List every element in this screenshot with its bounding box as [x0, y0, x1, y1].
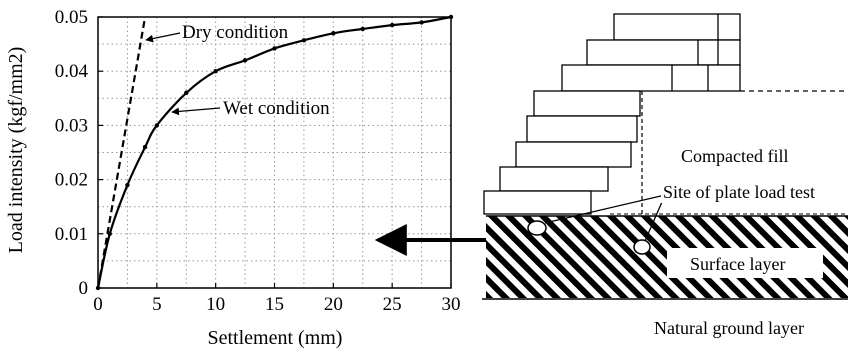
x-tick-label: 25	[383, 294, 402, 315]
block	[499, 166, 609, 192]
data-point	[142, 144, 148, 150]
block	[533, 90, 641, 117]
site-label-bg	[661, 181, 850, 203]
dry-condition-pointer	[145, 32, 181, 43]
data-point	[331, 31, 336, 36]
chart-grid	[98, 17, 451, 288]
surface-layer-label: Surface layer	[690, 254, 785, 274]
x-tick-label: 15	[265, 294, 284, 315]
y-tick-label: 0.04	[55, 61, 89, 82]
x-tick-label: 20	[324, 294, 343, 315]
x-axis-title: Settlement (mm)	[208, 327, 343, 349]
data-point	[272, 46, 277, 51]
y-tick-label: 0.01	[55, 224, 88, 245]
surface-label-bg	[667, 248, 823, 278]
y-axis-ticks: 0 0.01 0.02 0.03 0.04 0.05	[55, 7, 103, 299]
data-point	[184, 90, 189, 96]
dry-condition-label: Dry condition	[182, 22, 289, 43]
block	[586, 39, 741, 66]
block	[561, 64, 741, 92]
x-tick-label: 10	[206, 294, 225, 315]
y-axis-title: Load intensity (kgf/mm2)	[5, 47, 27, 254]
data-point	[301, 38, 307, 43]
x-tick-label: 0	[93, 294, 103, 315]
natural-ground-layer-label: Natural ground layer	[654, 318, 804, 338]
data-point	[95, 285, 101, 291]
chart-series	[95, 14, 454, 291]
site-leader-line	[544, 194, 666, 224]
dry-condition-line	[96, 16, 147, 289]
block	[515, 141, 632, 168]
data-point	[213, 69, 218, 74]
x-tick-label: 5	[152, 294, 162, 315]
y-tick-label: 0.03	[55, 115, 88, 136]
data-point	[389, 22, 395, 28]
wet-condition-label: Wet condition	[223, 98, 330, 119]
data-point	[107, 231, 112, 236]
block	[526, 115, 638, 143]
y-tick-label: 0	[79, 278, 89, 299]
y-tick-label: 0.02	[55, 170, 88, 191]
block	[483, 190, 592, 215]
embankment-diagram: Compacted fill Site of plate load test S…	[482, 13, 850, 338]
data-point	[154, 123, 160, 128]
load-settlement-chart: 0 5 10 15 20 25 30 0 0.01 0.02 0.03 0.04 0.05 Settl…	[5, 7, 461, 349]
data-point	[360, 26, 365, 32]
compacted-fill-label: Compacted fill	[681, 146, 788, 166]
block	[613, 13, 741, 41]
wet-condition-pointer	[171, 107, 221, 116]
data-point	[448, 14, 454, 20]
x-axis-ticks: 0 5 10 15 20 25 30	[93, 283, 461, 315]
plate-test-site-marker	[527, 220, 547, 236]
x-tick-label: 30	[442, 294, 461, 315]
data-point	[419, 20, 424, 25]
plate-test-site-marker	[633, 239, 651, 255]
data-point	[242, 58, 248, 63]
site-of-plate-load-test-label: Site of plate load test	[663, 182, 815, 202]
y-tick-label: 0.05	[55, 7, 88, 28]
fill-blocks	[483, 13, 741, 215]
data-point	[125, 182, 130, 188]
